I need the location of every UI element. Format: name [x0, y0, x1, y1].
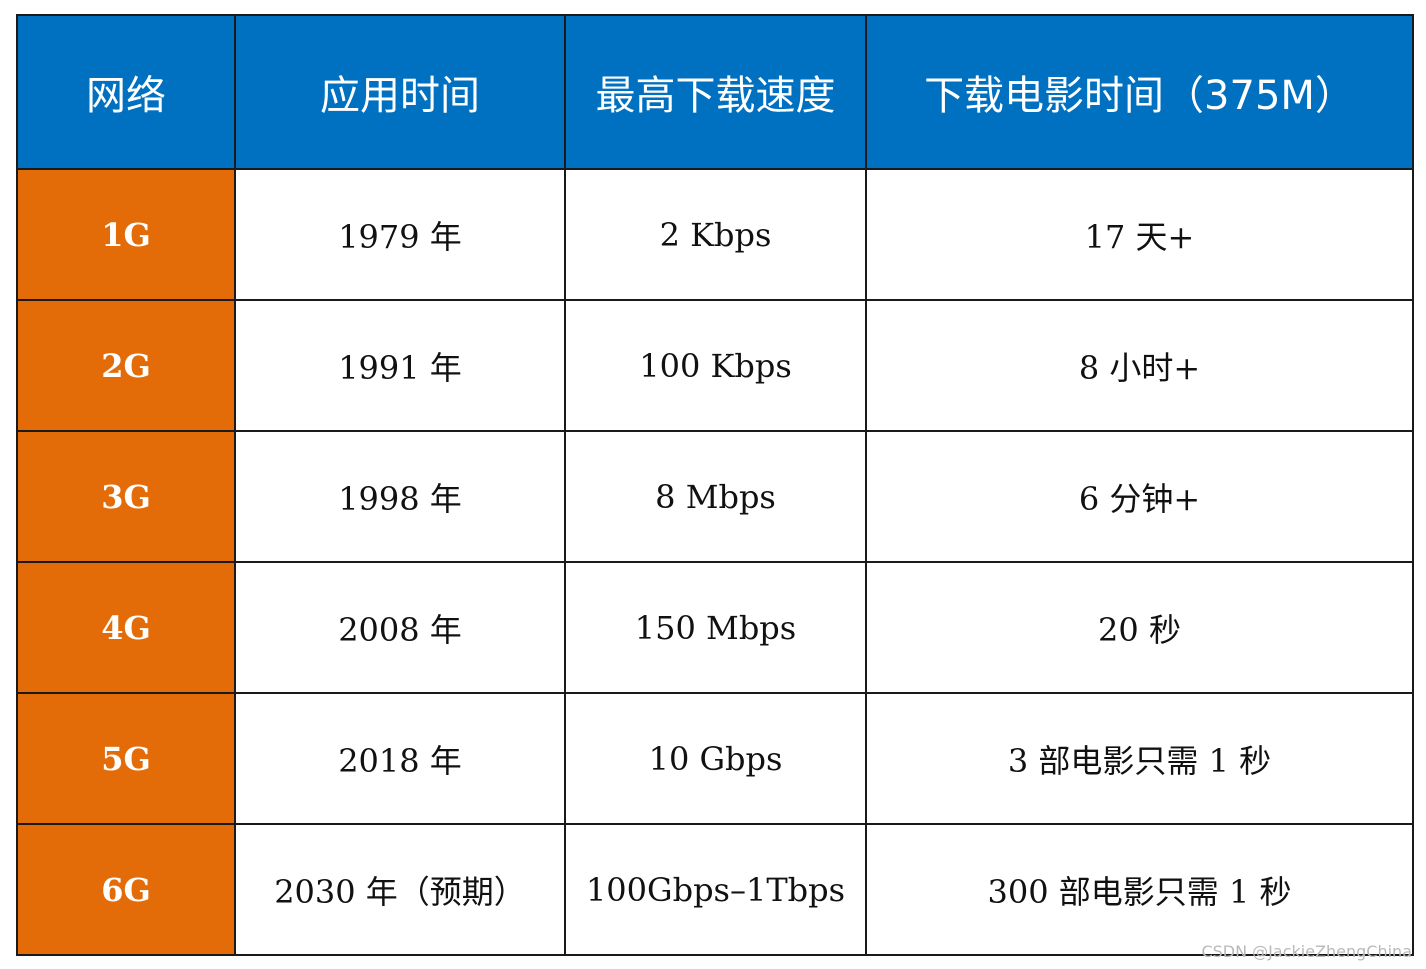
network-comparison-table: 网络 应用时间 最高下载速度 下载电影时间（375M） 1G 1979 年 2 … — [16, 14, 1414, 956]
download-time-cell: 300 部电影只需 1 秒 — [865, 823, 1414, 956]
download-time-cell: 20 秒 — [865, 561, 1414, 694]
header-launch-year: 应用时间 — [234, 14, 566, 170]
download-time-cell: 3 部电影只需 1 秒 — [865, 692, 1414, 825]
speed-cell: 100Gbps–1Tbps — [564, 823, 867, 956]
table-row: 3G 1998 年 8 Mbps 6 分钟+ — [16, 430, 1414, 563]
header-row: 网络 应用时间 最高下载速度 下载电影时间（375M） — [16, 14, 1414, 170]
table-row: 6G 2030 年（预期） 100Gbps–1Tbps 300 部电影只需 1 … — [16, 823, 1414, 956]
download-time-cell: 8 小时+ — [865, 299, 1414, 432]
header-network: 网络 — [16, 14, 236, 170]
table-row: 4G 2008 年 150 Mbps 20 秒 — [16, 561, 1414, 694]
speed-cell: 8 Mbps — [564, 430, 867, 563]
table-row: 1G 1979 年 2 Kbps 17 天+ — [16, 168, 1414, 301]
speed-cell: 2 Kbps — [564, 168, 867, 301]
network-cell: 5G — [16, 692, 236, 825]
speed-cell: 150 Mbps — [564, 561, 867, 694]
download-time-cell: 17 天+ — [865, 168, 1414, 301]
speed-cell: 10 Gbps — [564, 692, 867, 825]
year-cell: 1979 年 — [234, 168, 566, 301]
year-cell: 1991 年 — [234, 299, 566, 432]
network-cell: 1G — [16, 168, 236, 301]
network-cell: 6G — [16, 823, 236, 956]
year-cell: 2030 年（预期） — [234, 823, 566, 956]
header-max-speed: 最高下载速度 — [564, 14, 867, 170]
year-cell: 1998 年 — [234, 430, 566, 563]
speed-cell: 100 Kbps — [564, 299, 867, 432]
year-cell: 2008 年 — [234, 561, 566, 694]
table-row: 2G 1991 年 100 Kbps 8 小时+ — [16, 299, 1414, 432]
header-movie-download-time: 下载电影时间（375M） — [865, 14, 1414, 170]
network-cell: 4G — [16, 561, 236, 694]
network-cell: 2G — [16, 299, 236, 432]
network-comparison-table-container: 网络 应用时间 最高下载速度 下载电影时间（375M） 1G 1979 年 2 … — [16, 14, 1414, 956]
download-time-cell: 6 分钟+ — [865, 430, 1414, 563]
network-cell: 3G — [16, 430, 236, 563]
table-row: 5G 2018 年 10 Gbps 3 部电影只需 1 秒 — [16, 692, 1414, 825]
year-cell: 2018 年 — [234, 692, 566, 825]
watermark: CSDN @JackieZhengChina — [1201, 942, 1412, 961]
